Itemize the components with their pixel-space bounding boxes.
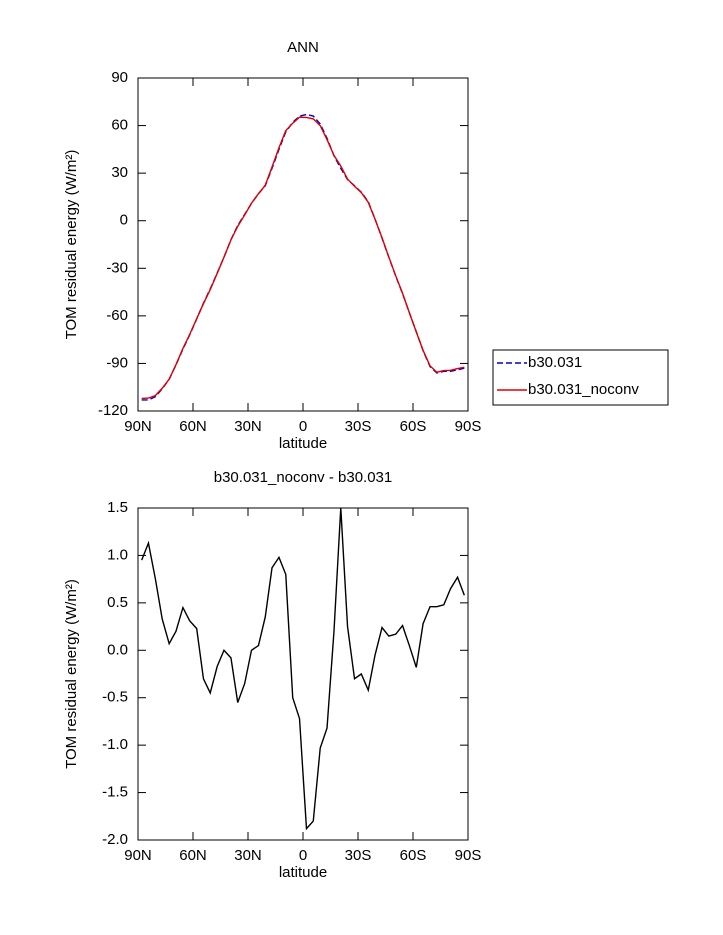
x-tick-label: 30N: [234, 847, 262, 864]
y-axis-label: TOM residual energy (W/m²): [63, 579, 80, 769]
data-line: [141, 116, 465, 400]
x-tick-label: 30S: [345, 847, 372, 864]
y-tick-label: 0.0: [107, 641, 128, 658]
plot-frame: [137, 507, 469, 841]
y-tick-label: -30: [106, 259, 128, 276]
x-tick-label: 60S: [400, 418, 427, 435]
plot-frame: [137, 77, 469, 412]
y-tick-label: 30: [111, 164, 128, 181]
y-tick-label: -60: [106, 307, 128, 324]
y-tick-label: 90: [111, 69, 128, 86]
y-tick-label: 1.0: [107, 546, 128, 563]
x-tick-label: 0: [299, 847, 307, 864]
y-tick-label: 0.5: [107, 594, 128, 611]
x-axis-label: latitude: [279, 435, 327, 452]
data-line: [141, 507, 465, 831]
x-tick-label: 60S: [400, 847, 427, 864]
y-tick-label: -1.0: [102, 736, 128, 753]
chart-title: ANN: [287, 39, 319, 56]
y-tick-label: -1.5: [102, 784, 128, 801]
x-tick-label: 90S: [455, 418, 482, 435]
x-tick-label: 90N: [124, 847, 152, 864]
y-tick-label: 0: [120, 212, 128, 229]
x-tick-label: 30N: [234, 418, 262, 435]
data-line: [141, 113, 465, 401]
legend-box: [492, 349, 669, 406]
x-axis-label: latitude: [279, 864, 327, 881]
y-axis-label: TOM residual energy (W/m²): [63, 150, 80, 340]
legend-label: b30.031: [528, 354, 582, 371]
x-tick-label: 30S: [345, 418, 372, 435]
x-tick-label: 90N: [124, 418, 152, 435]
chart-title: b30.031_noconv - b30.031: [214, 469, 392, 486]
y-tick-label: 60: [111, 117, 128, 134]
x-tick-label: 60N: [179, 418, 207, 435]
x-tick-label: 60N: [179, 847, 207, 864]
y-tick-label: -2.0: [102, 831, 128, 848]
y-tick-label: 1.5: [107, 499, 128, 516]
y-tick-label: -90: [106, 354, 128, 371]
y-tick-label: -0.5: [102, 689, 128, 706]
legend-label: b30.031_noconv: [528, 381, 639, 398]
y-tick-label: -120: [98, 402, 128, 419]
x-tick-label: 0: [299, 418, 307, 435]
x-tick-label: 90S: [455, 847, 482, 864]
